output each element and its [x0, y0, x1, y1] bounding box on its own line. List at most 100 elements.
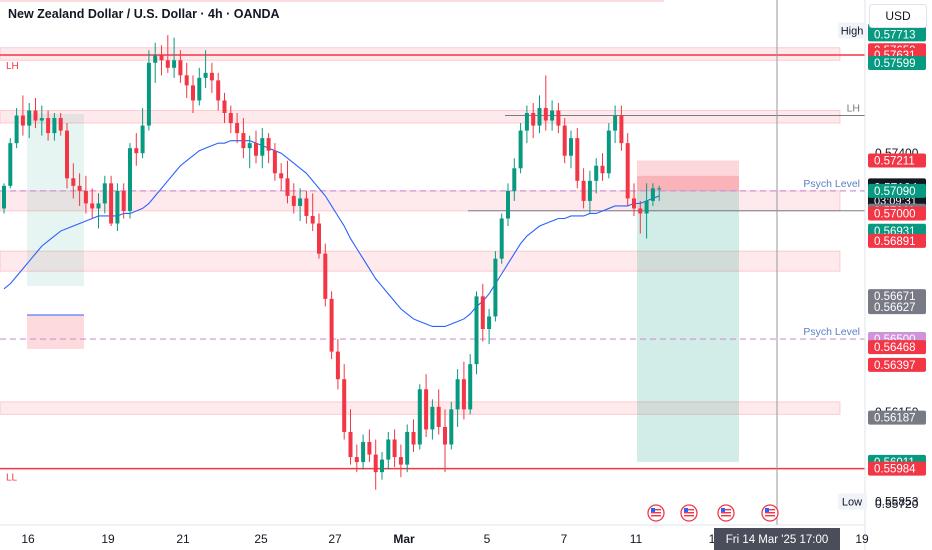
price-label-box: [868, 289, 926, 304]
candle-body: [285, 178, 290, 196]
candle-body: [411, 431, 416, 445]
candle-body: [317, 223, 321, 254]
top-zone-edge: [0, 0, 664, 2]
price-label: 0.56891: [874, 236, 916, 248]
price-tag-label: Low: [842, 497, 862, 509]
candle-body: [20, 115, 25, 126]
candle-body: [304, 198, 309, 216]
candle-body: [625, 143, 630, 199]
price-label-box: [868, 56, 926, 71]
candle-body: [27, 110, 32, 126]
price-label-box: [868, 410, 926, 425]
candle-body: [71, 178, 76, 186]
x-axis-tick-label: 7: [561, 532, 568, 546]
candle-body: [291, 195, 296, 206]
candle-body: [254, 143, 258, 156]
range-box: [27, 114, 84, 286]
line-label: LL: [6, 473, 18, 484]
price-label-box: [868, 153, 926, 168]
candle-body: [650, 188, 655, 201]
currency-button[interactable]: USD: [869, 4, 927, 28]
candle-body: [436, 406, 441, 427]
candle-body: [493, 258, 498, 317]
candle-body: [392, 439, 397, 458]
candle-body: [405, 431, 410, 465]
candle-body: [531, 113, 536, 126]
supply-demand-zone: [0, 47, 841, 61]
candle-body: [335, 351, 340, 380]
price-label-box: [868, 461, 926, 476]
candle-body: [461, 379, 466, 410]
candle-body: [600, 165, 605, 174]
candle-body: [272, 150, 277, 174]
candle-body: [587, 180, 592, 201]
candle-body: [581, 180, 586, 201]
candle-body: [632, 198, 636, 209]
candle-body: [216, 80, 221, 101]
candle-body: [184, 75, 189, 86]
x-axis-tick-label: 11: [630, 532, 643, 546]
candle-body: [140, 125, 145, 154]
price-label: 0.56627: [874, 302, 916, 314]
candle-body: [468, 364, 473, 410]
price-label: 0.56468: [874, 342, 916, 354]
candle-body: [279, 173, 284, 179]
event-flag-icon: [680, 504, 698, 522]
candle-body: [594, 165, 599, 181]
x-axis-tick-label: 21: [176, 532, 190, 546]
candle-body: [386, 439, 391, 460]
candle-body: [556, 110, 561, 126]
candle-body: [348, 431, 353, 458]
candle-body: [197, 77, 202, 101]
crosshair-date-tag: [714, 528, 840, 550]
candle-body: [203, 72, 208, 78]
event-flag-icon: [761, 504, 779, 522]
x-axis-tick-label: 16: [21, 532, 35, 546]
candle-body: [367, 442, 372, 455]
candle-body: [512, 168, 517, 191]
candle-body: [443, 426, 447, 445]
candle-body: [260, 138, 265, 156]
price-label-box: [868, 183, 926, 198]
candle-body: [506, 190, 510, 219]
range-box-red: [27, 315, 84, 349]
price-label: 0.57211: [874, 155, 915, 167]
position-risk-zone: [637, 175, 739, 191]
candle-body: [430, 406, 435, 430]
candle-body: [569, 138, 573, 156]
price-label: 0.56187: [874, 413, 916, 425]
candle-body: [153, 55, 158, 63]
price-label: 0.55853: [875, 495, 919, 509]
line-label: Psych Level: [803, 178, 860, 190]
candle-body: [2, 185, 6, 209]
price-tag-box: [838, 493, 867, 510]
price-label-box: [868, 357, 926, 372]
event-flag-icon: [647, 504, 665, 522]
candle-body: [96, 203, 101, 209]
candle-body: [121, 190, 126, 211]
price-tag-label: High: [841, 26, 864, 38]
candle-body: [455, 379, 460, 410]
moving-average-line: [3, 140, 660, 328]
price-label: 0.56397: [874, 360, 916, 372]
line-label: LH: [847, 103, 860, 115]
candle-body: [644, 200, 649, 214]
candle-body: [543, 107, 548, 121]
candle-body: [474, 296, 479, 365]
candle-body: [298, 198, 303, 206]
event-flag-icon: [717, 504, 735, 522]
x-axis-tick-label: 27: [328, 532, 342, 546]
candle-body: [562, 125, 567, 156]
price-label-box: [868, 206, 926, 221]
candle-body: [222, 100, 227, 114]
candle-body: [228, 113, 233, 124]
x-axis-tick-label: 5: [484, 532, 491, 546]
candle-body: [235, 123, 240, 134]
candle-body: [380, 459, 384, 473]
price-label: 0.57000: [874, 208, 916, 220]
candle-body: [417, 389, 422, 445]
price-label: 0.56671: [874, 291, 916, 303]
candle-body: [638, 208, 643, 214]
